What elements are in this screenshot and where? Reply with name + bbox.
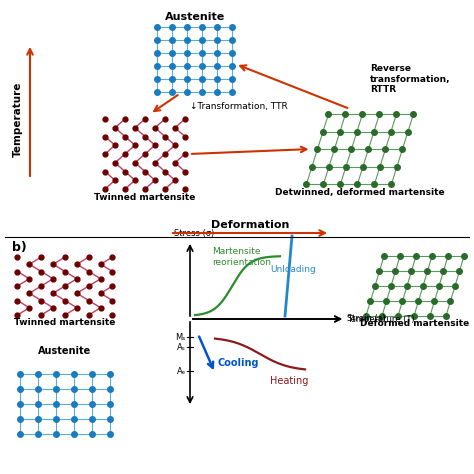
Text: Stress (σ): Stress (σ) [174, 229, 214, 238]
Text: Unloading: Unloading [270, 264, 316, 273]
Text: Temperature: Temperature [13, 82, 23, 157]
Text: Deformed martensite: Deformed martensite [360, 319, 470, 328]
Text: Aₛ: Aₛ [177, 343, 186, 352]
Text: Martensite
reorientation: Martensite reorientation [212, 247, 271, 267]
Text: Reverse
transformation,
RTTR: Reverse transformation, RTTR [370, 64, 450, 94]
Text: Strain (ε): Strain (ε) [347, 315, 385, 323]
Text: Aₑ: Aₑ [177, 366, 186, 375]
Text: Twinned martensite: Twinned martensite [94, 193, 196, 202]
Text: b): b) [12, 241, 27, 254]
Text: Austenite: Austenite [165, 11, 225, 21]
Text: Mₛ: Mₛ [176, 332, 186, 341]
Text: ↓Transformation, TTR: ↓Transformation, TTR [190, 101, 288, 110]
Text: Cooling: Cooling [218, 358, 259, 368]
Text: Temperature (T): Temperature (T) [347, 315, 415, 323]
Text: Twinned martensite: Twinned martensite [14, 318, 116, 327]
Text: Deformation: Deformation [211, 220, 289, 230]
Text: Detwinned, deformed martensite: Detwinned, deformed martensite [275, 188, 445, 197]
Text: Heating: Heating [270, 376, 309, 386]
Text: Austenite: Austenite [38, 346, 91, 356]
